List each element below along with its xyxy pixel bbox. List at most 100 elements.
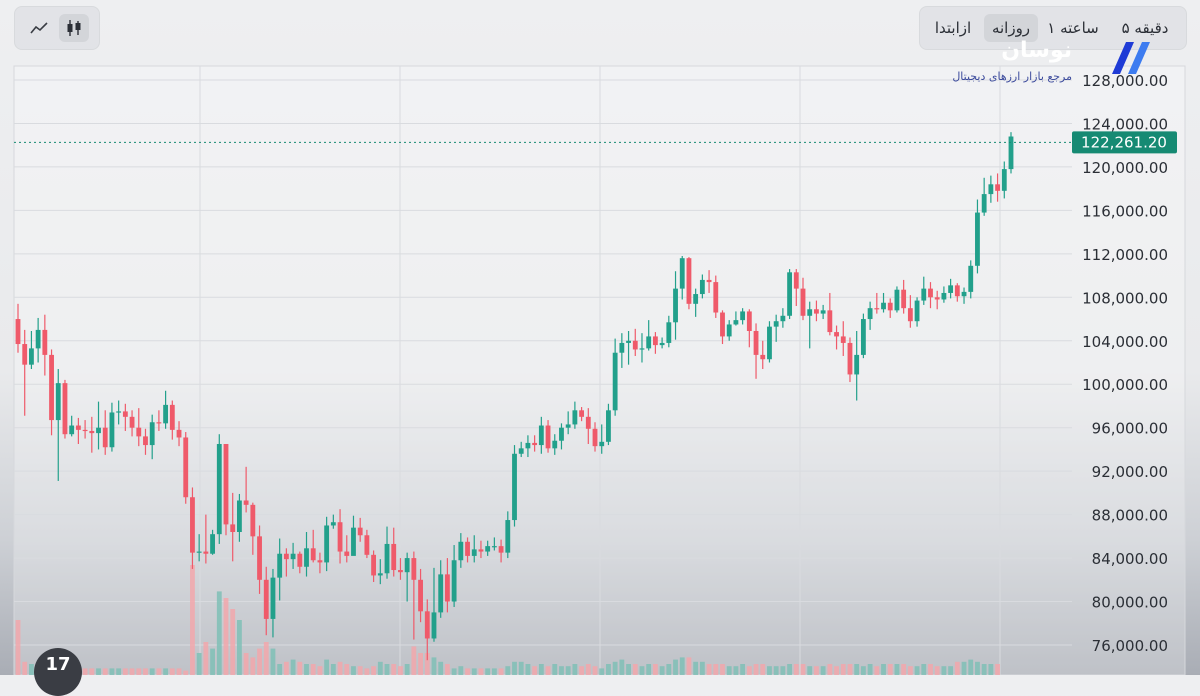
candle-body (579, 410, 585, 417)
volume-bar (250, 657, 256, 675)
volume-bar (505, 666, 511, 675)
candle-body (874, 308, 880, 310)
volume-bar (780, 666, 786, 675)
candle-body (733, 320, 739, 325)
candle-body (75, 425, 81, 430)
volume-bar (565, 666, 571, 675)
candle-body (632, 340, 638, 350)
volume-bar (183, 670, 189, 675)
candle-body (263, 579, 269, 619)
line-chart-button[interactable] (24, 14, 54, 42)
volume-bar (639, 666, 645, 675)
line-chart-icon (30, 22, 48, 34)
volume-bar (518, 661, 524, 675)
last-price-tag (1072, 131, 1177, 154)
volume-bar (941, 666, 947, 675)
candle-body (203, 551, 209, 554)
volume-bar (686, 657, 692, 675)
volume-bar (673, 659, 678, 675)
y-tick-label: 92,000.00 (1092, 463, 1168, 481)
price-chart[interactable]: 128,000.00 124,000.00 120,000.00 116,000.00… (0, 0, 1200, 675)
volume-bar (820, 666, 826, 675)
timeframe-1hour[interactable]: ۱ ساعته (1047, 19, 1099, 37)
candle-body (780, 315, 786, 322)
volume-bar (263, 642, 269, 675)
timeframe-daily[interactable]: روزانه (984, 14, 1038, 42)
candlestick-button[interactable] (59, 14, 89, 42)
candle-body (954, 285, 960, 297)
candle-body (169, 404, 175, 430)
volume-bar (733, 666, 739, 675)
candle-body (143, 436, 148, 446)
volume-bar (907, 666, 913, 675)
candle-body (196, 551, 202, 553)
timeframe-all[interactable]: ازابتدا (934, 19, 972, 37)
candle-body (122, 411, 128, 417)
volume-bar (706, 664, 712, 675)
candle-body (961, 291, 967, 297)
candle-body (42, 329, 48, 355)
candle-body (773, 321, 779, 327)
candle-body (847, 342, 853, 375)
candle-body (411, 558, 417, 580)
volume-bar (357, 666, 363, 675)
candle-body (612, 352, 618, 411)
volume-bar (559, 666, 564, 675)
volume-bar (324, 659, 330, 675)
volume-bar (498, 668, 504, 675)
candle-body (257, 536, 262, 580)
candle-body (102, 427, 108, 448)
candle-body (1008, 136, 1014, 170)
candle-body (243, 500, 249, 505)
volume-bar (102, 668, 108, 675)
y-tick-label: 116,000.00 (1082, 202, 1168, 220)
volume-bar (236, 620, 242, 675)
candle-body (371, 554, 377, 576)
candle-body (290, 553, 296, 560)
candle-body (706, 279, 712, 283)
volume-bar (659, 666, 665, 675)
volume-bar (169, 668, 175, 675)
candle-body (646, 336, 652, 349)
candle-body (478, 549, 484, 552)
volume-bar (243, 653, 249, 675)
volume-bar (773, 666, 779, 675)
volume-bar (304, 664, 309, 675)
volume-bar (720, 664, 725, 675)
brand-subtitle: مرجع بازار ارزهای دیجیتال (952, 70, 1072, 83)
volume-bar (438, 661, 444, 675)
volume-bar (995, 664, 1000, 675)
volume-bar (230, 609, 236, 675)
volume-bar (606, 664, 611, 675)
volume-bar (552, 664, 558, 675)
tradingview-logo-icon[interactable]: 17 (34, 648, 82, 696)
volume-bar (364, 668, 370, 675)
candle-body (686, 258, 692, 304)
volume-bar (156, 668, 162, 675)
candle-body (136, 427, 142, 437)
candle-body (505, 520, 511, 553)
timeframe-5min[interactable]: ۵ دقیقه (1121, 19, 1169, 37)
volume-bar (532, 666, 538, 675)
candle-body (639, 348, 645, 350)
candle-body (22, 344, 28, 365)
volume-bar (699, 661, 705, 675)
candle-body (867, 308, 873, 320)
volume-bar (693, 661, 699, 675)
candle-body (337, 522, 343, 552)
candle-body (901, 289, 907, 309)
candle-body (538, 425, 544, 446)
volume-bar (948, 666, 954, 675)
candle-body (894, 289, 900, 311)
candle-body (914, 300, 920, 322)
candle-body (941, 292, 947, 300)
volume-bar (525, 664, 531, 675)
candle-body (82, 429, 88, 432)
candle-body (659, 342, 665, 346)
candle-body (928, 288, 933, 298)
volume-bar (297, 661, 303, 675)
y-tick-label: 124,000.00 (1082, 115, 1168, 133)
volume-bar (15, 620, 21, 675)
volume-bar (444, 664, 450, 675)
volume-bar (666, 664, 672, 675)
